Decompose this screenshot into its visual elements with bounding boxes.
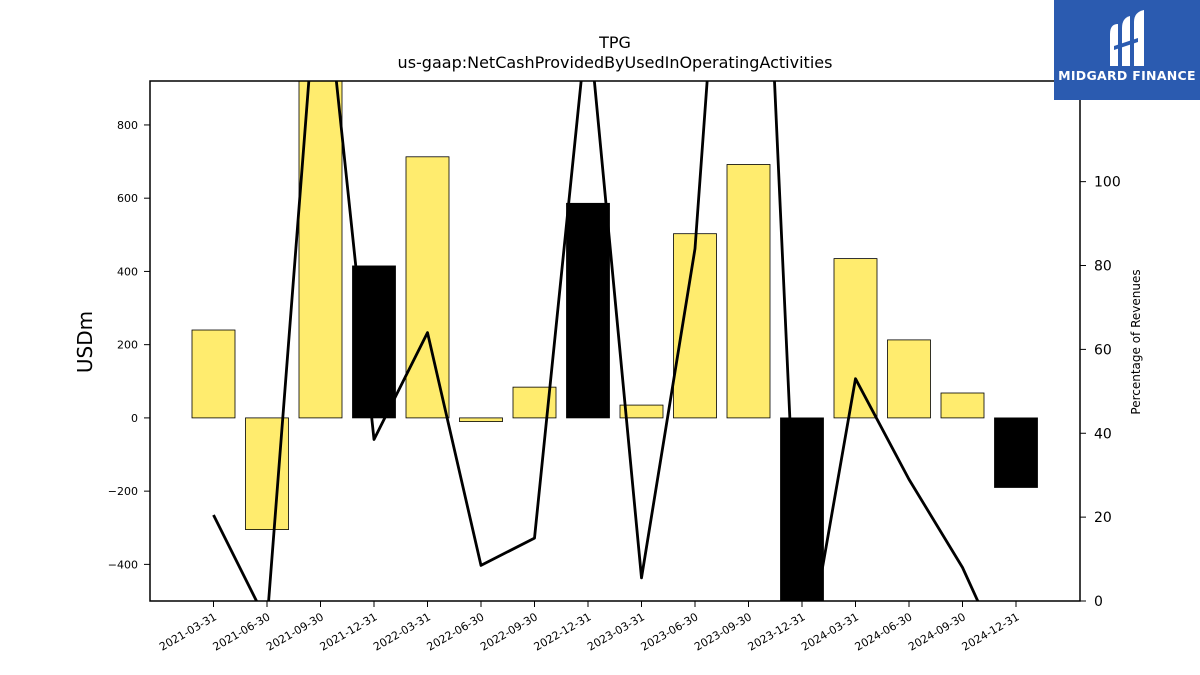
x-tick-label: 2021-03-31 (157, 610, 219, 653)
x-tick-label: 2024-12-31 (960, 610, 1022, 653)
plot-frame (149, 80, 1081, 602)
y-tick-label: 600 (117, 192, 138, 205)
bar-2023-09-30 (726, 164, 771, 419)
y-tick-label: 200 (117, 339, 138, 352)
y-right-tick-label: 40 (1094, 426, 1112, 442)
bar-2021-03-31 (191, 329, 236, 419)
x-tick-label: 2023-12-31 (746, 610, 808, 653)
x-tick-label: 2022-03-31 (371, 610, 433, 653)
y-axis-right-label: Percentage of Revenues (1129, 269, 1143, 414)
x-tick-label: 2022-09-30 (478, 610, 540, 653)
bar-2024-09-30 (940, 392, 985, 419)
chart-subtitle: us-gaap:NetCashProvidedByUsedInOperating… (398, 53, 833, 72)
y-right-tick-label: 0 (1094, 594, 1103, 610)
y-right-tick-label: 100 (1094, 175, 1121, 191)
bar-2024-06-30 (887, 339, 931, 419)
revenue-percentage-line (212, 81, 980, 601)
logo-mark-icon (1110, 10, 1144, 66)
x-tick-label: 2023-06-30 (639, 610, 701, 653)
logo: MIDGARD FINANCE (1054, 0, 1200, 100)
y-tick-label: −400 (108, 558, 138, 571)
bar-2023-06-30 (673, 233, 717, 419)
y-right-tick-label: 80 (1094, 259, 1112, 275)
x-tick-label: 2021-12-31 (318, 610, 380, 653)
x-tick-label: 2021-09-30 (264, 610, 326, 653)
x-tick-label: 2023-09-30 (692, 610, 754, 653)
x-tick-label: 2021-06-30 (211, 610, 273, 653)
x-tick-label: 2024-09-30 (906, 610, 968, 653)
x-tick-label: 2024-06-30 (853, 610, 915, 653)
y-tick-label: 800 (117, 119, 138, 132)
bar-2023-12-31 (780, 417, 824, 601)
y-tick-label: 0 (131, 412, 138, 425)
y-axis-label: USDm (73, 311, 97, 373)
x-tick-label: 2022-06-30 (425, 610, 487, 653)
bar-2024-03-31 (833, 258, 878, 419)
x-tick-label: 2024-03-31 (799, 610, 861, 653)
bar-2022-12-31 (566, 202, 610, 419)
y-tick-label: −200 (108, 485, 138, 498)
bar-2021-09-30 (298, 81, 343, 419)
y-tick-label: 400 (117, 265, 138, 278)
logo-text: MIDGARD FINANCE (1058, 68, 1196, 83)
bar-2024-12-31 (994, 417, 1038, 488)
bar-2022-03-31 (405, 156, 450, 419)
bar-2023-03-31 (619, 404, 664, 419)
x-tick-label: 2022-12-31 (532, 610, 594, 653)
chart-title: TPG (598, 33, 631, 52)
y-right-tick-label: 60 (1094, 342, 1112, 358)
y-right-tick-label: 20 (1094, 510, 1112, 526)
bar-2022-06-30 (459, 417, 503, 422)
x-tick-label: 2023-03-31 (585, 610, 647, 653)
